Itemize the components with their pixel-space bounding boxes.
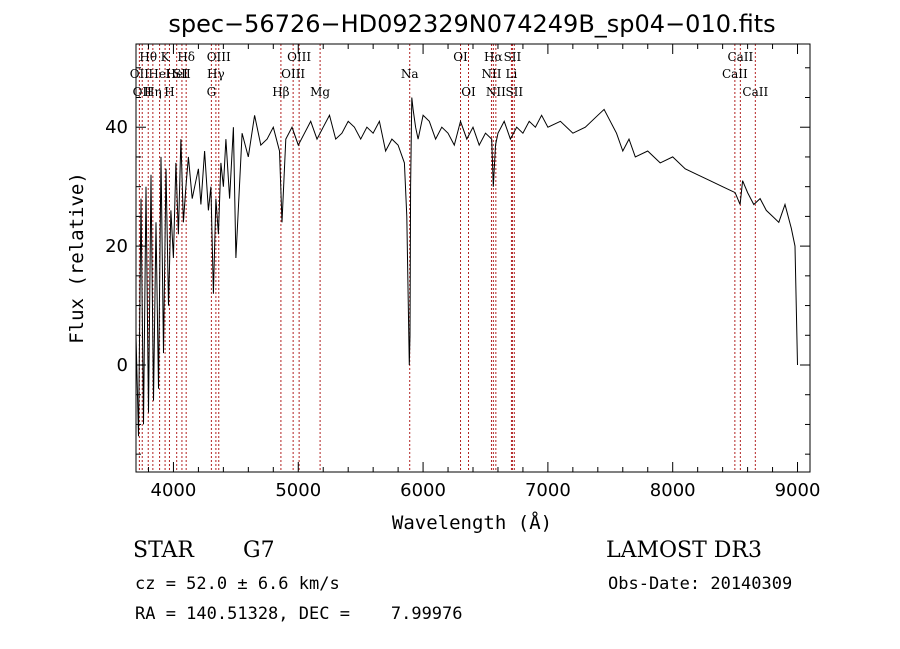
marker-label-7: HeI	[166, 67, 189, 81]
marker-label-28: CaII	[742, 85, 768, 99]
x-tick-label-4000: 4000	[151, 480, 197, 501]
marker-label-20: NII	[481, 67, 501, 81]
survey-name: LAMOST DR3	[606, 538, 762, 563]
marker-label-22: NII	[486, 85, 506, 99]
y-tick-label-20: 20	[105, 236, 128, 257]
marker-label-3: Hη	[144, 85, 162, 99]
marker-label-9: Hδ	[177, 50, 195, 64]
marker-label-23: Li	[506, 67, 518, 81]
y-axis-ticks: 0 20 40	[105, 67, 810, 455]
marker-label-17: Na	[401, 67, 419, 81]
plot-frame	[135, 43, 811, 473]
obs-date: Obs-Date: 20140309	[608, 574, 793, 594]
spectral-subclass: G7	[243, 538, 275, 563]
y-axis-label: Flux (relative)	[66, 172, 88, 344]
y-tick-label-0: 0	[117, 355, 128, 376]
marker-label-16: Mg	[310, 85, 330, 99]
x-axis-label: Wavelength (Å)	[392, 511, 552, 534]
marker-label-11: Hγ	[207, 67, 225, 81]
marker-label-8: SII	[173, 67, 191, 81]
redshift-cz: cz = 52.0 ± 6.6 km/s	[135, 574, 340, 594]
marker-label-6: H	[164, 85, 174, 99]
chart-title: spec−56726−HD092329N074249B_sp04−010.fit…	[168, 10, 775, 38]
line-markers	[138, 44, 756, 472]
marker-label-10: G	[207, 85, 217, 99]
marker-label-2: Hθ	[139, 50, 157, 64]
marker-label-12: OIII	[207, 50, 231, 64]
x-axis-ticks: 4000 5000 6000 7000 8000 9000	[147, 44, 821, 501]
y-tick-label-40: 40	[105, 117, 128, 138]
marker-label-19: OI	[461, 85, 476, 99]
marker-label-18: OI	[453, 50, 468, 64]
marker-label-24: SII	[504, 50, 522, 64]
line-marker-labels: OIIOIIHθHηHeIKHHeISIIHδGHγOIIIHβOIIIOIII…	[130, 50, 769, 99]
coordinates: RA = 140.51328, DEC = 7.99976	[135, 604, 463, 624]
object-type: STAR	[133, 538, 194, 563]
marker-label-13: Hβ	[272, 85, 289, 99]
marker-label-15: OIII	[287, 50, 311, 64]
marker-label-27: CaII	[727, 50, 753, 64]
marker-label-26: CaII	[722, 67, 748, 81]
x-tick-label-7000: 7000	[525, 480, 571, 501]
marker-label-4: HeI	[148, 67, 171, 81]
spectrum-line	[135, 97, 798, 437]
marker-label-1: OII	[133, 85, 153, 99]
marker-label-5: K	[161, 50, 171, 64]
marker-label-21: Hα	[484, 50, 503, 64]
x-tick-label-5000: 5000	[275, 480, 321, 501]
marker-label-25: SII	[505, 85, 523, 99]
x-tick-label-8000: 8000	[650, 480, 696, 501]
marker-label-0: OII	[130, 67, 150, 81]
marker-label-14: OIII	[281, 67, 305, 81]
x-tick-label-9000: 9000	[775, 480, 821, 501]
x-tick-label-6000: 6000	[400, 480, 446, 501]
